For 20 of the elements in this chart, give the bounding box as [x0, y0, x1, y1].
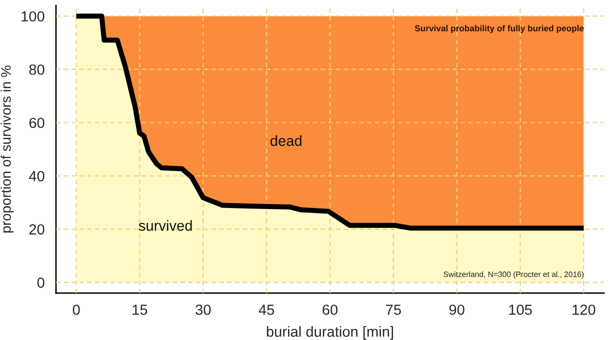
series-label: survived	[138, 220, 192, 231]
x-tick-label: 90	[449, 304, 464, 315]
x-tick-label: 120	[572, 304, 596, 315]
series-label: dead	[270, 135, 302, 146]
x-tick-label: 45	[258, 304, 274, 315]
y-axis-title: proportion of survivors in %	[0, 66, 14, 232]
x-tick-label: 15	[132, 304, 148, 315]
x-tick-label: 75	[386, 304, 401, 315]
x-tick-label: 60	[322, 304, 338, 315]
x-axis-title: burial duration [min]	[266, 326, 393, 340]
x-tick-label: 30	[196, 304, 211, 315]
annotation: Survival probability of fully buried people	[414, 25, 584, 34]
y-tick-label: 40	[29, 170, 44, 182]
y-tick-label: 80	[29, 64, 44, 75]
y-tick-label: 20	[29, 224, 44, 235]
y-tick-label: 60	[29, 118, 44, 128]
y-tick-label: 0	[37, 278, 44, 288]
x-tick-label: 0	[72, 304, 80, 315]
x-tick-label: 105	[509, 304, 532, 315]
y-tick-label: 100	[22, 11, 44, 22]
